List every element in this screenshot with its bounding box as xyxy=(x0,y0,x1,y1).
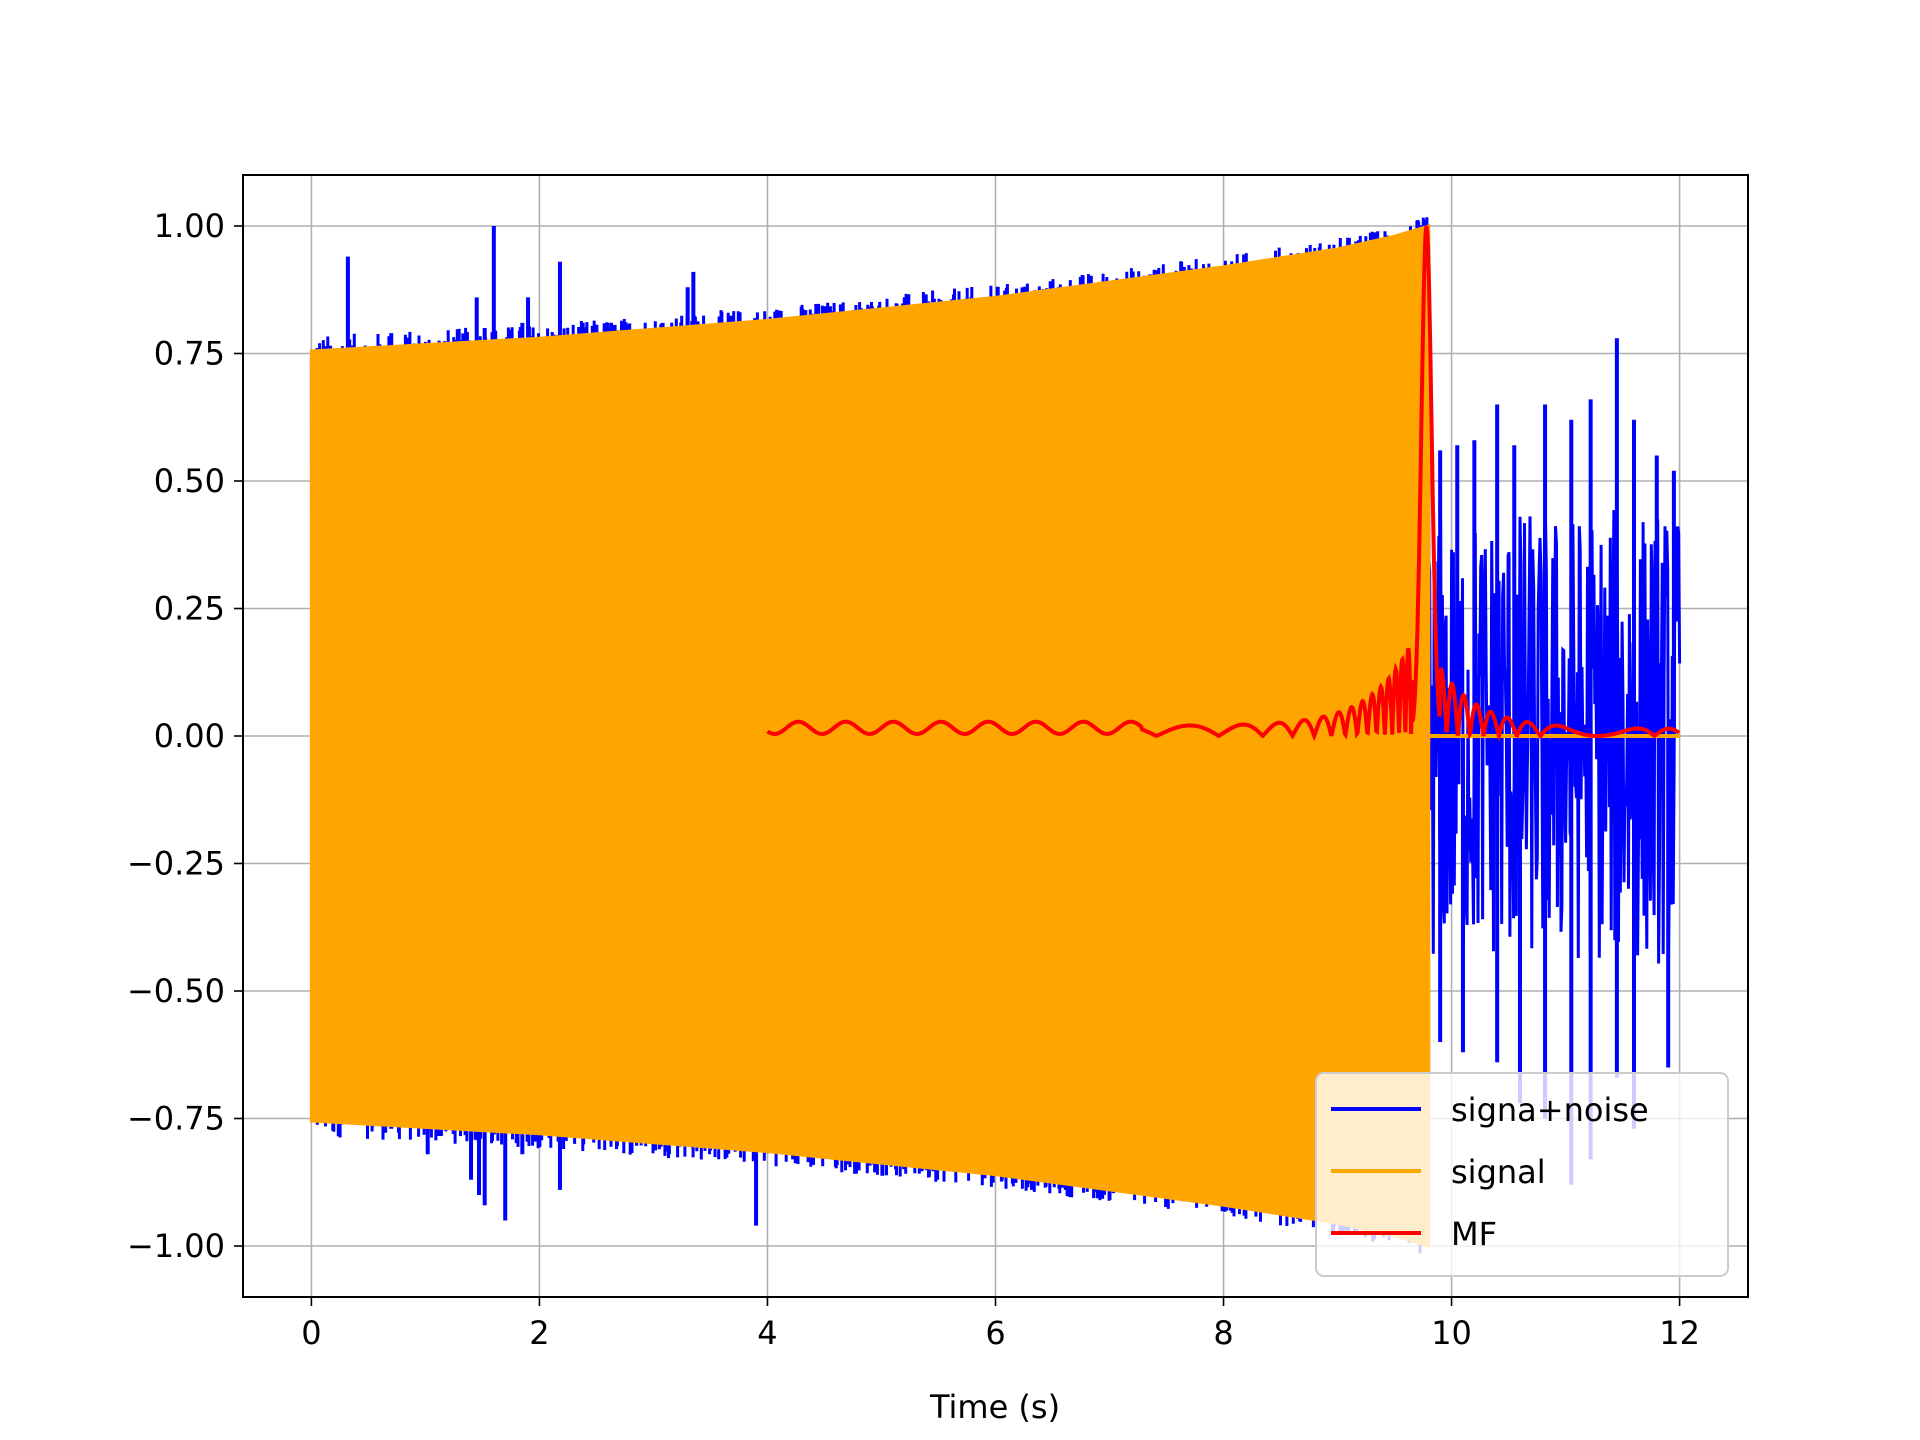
ticks: 0 2 4 6 8 10 12 1.00 0.75 0.50 0.25 0.00 −0.25 −0.50 −… xyxy=(127,207,1700,1352)
legend-label-signal-noise: signa+noise xyxy=(1451,1091,1649,1129)
x-tick-label: 10 xyxy=(1431,1314,1472,1352)
y-tick-label: −0.25 xyxy=(127,845,225,883)
x-tick-label: 0 xyxy=(301,1314,321,1352)
y-tick-label: 0.75 xyxy=(154,335,225,373)
x-tick-label: 4 xyxy=(757,1314,777,1352)
x-axis-label: Time (s) xyxy=(929,1388,1060,1426)
y-tick-label: 0.00 xyxy=(154,717,225,755)
x-tick-label: 6 xyxy=(985,1314,1005,1352)
y-tick-label: −0.75 xyxy=(127,1100,225,1138)
x-tick-label: 12 xyxy=(1659,1314,1700,1352)
y-tick-label: 0.50 xyxy=(154,462,225,500)
y-tick-label: 1.00 xyxy=(154,207,225,245)
series-mf xyxy=(766,225,1681,742)
x-tick-label: 8 xyxy=(1213,1314,1233,1352)
legend: signa+noise signal MF xyxy=(1315,1072,1729,1277)
x-tick-label: 2 xyxy=(529,1314,549,1352)
legend-label-mf: MF xyxy=(1451,1215,1497,1253)
legend-label-signal: signal xyxy=(1451,1153,1546,1191)
y-tick-label: 0.25 xyxy=(154,590,225,628)
legend-box xyxy=(1315,1072,1729,1277)
y-tick-label: −1.00 xyxy=(127,1227,225,1265)
y-tick-label: −0.50 xyxy=(127,972,225,1010)
series-mf-line xyxy=(766,225,1681,742)
